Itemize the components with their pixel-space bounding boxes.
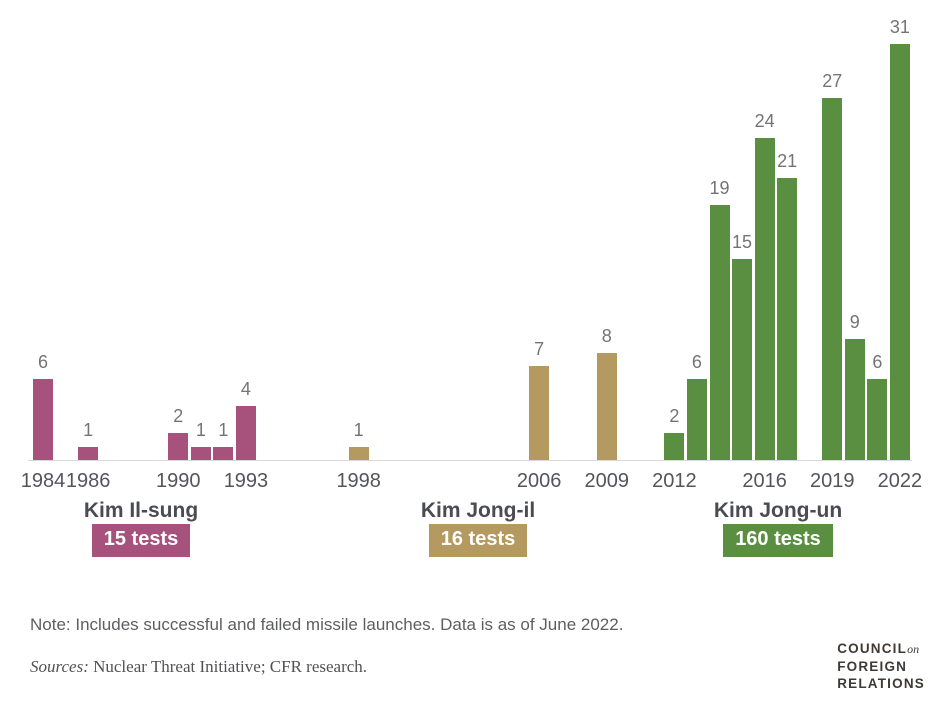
leader-label-1: Kim Il-sung bbox=[83, 499, 199, 522]
bar-value-label-2006: 7 bbox=[534, 339, 545, 360]
cfr-logo-line2: FOREIGN bbox=[837, 659, 908, 674]
sources-prefix: Sources: bbox=[30, 657, 89, 676]
cfr-logo: COUNCILon FOREIGN RELATIONS bbox=[837, 640, 925, 692]
tests-badge-3: 160 tests bbox=[723, 524, 833, 557]
bar-2021 bbox=[867, 379, 888, 460]
bar-value-label-2013: 6 bbox=[691, 352, 702, 373]
bar-1993 bbox=[235, 406, 256, 460]
bar-value-label-1992: 1 bbox=[218, 419, 229, 440]
bar-1986 bbox=[78, 446, 99, 460]
sources-text: Nuclear Threat Initiative; CFR research. bbox=[88, 657, 368, 676]
bar-value-label-2009: 8 bbox=[601, 325, 612, 346]
leader-label-3: Kim Jong-un bbox=[713, 499, 843, 522]
x-tick-label-2019: 2019 bbox=[810, 470, 855, 492]
bar-value-label-2014: 19 bbox=[709, 178, 730, 199]
tests-badge-1: 15 tests bbox=[91, 524, 191, 557]
chart-note: Note: Includes successful and failed mis… bbox=[30, 615, 624, 634]
bar-value-label-1984: 6 bbox=[37, 352, 48, 373]
x-tick-label-2022: 2022 bbox=[877, 470, 923, 492]
bar-value-label-2016: 24 bbox=[754, 110, 775, 131]
bar-2015 bbox=[732, 258, 753, 460]
bar-value-label-2015: 15 bbox=[732, 231, 753, 252]
bar-2013 bbox=[686, 379, 707, 460]
bar-value-label-2017: 21 bbox=[777, 151, 798, 172]
bar-value-label-1990: 2 bbox=[173, 406, 184, 427]
bar-2022 bbox=[889, 43, 910, 460]
bar-1992 bbox=[213, 446, 234, 460]
tests-badge-2: 16 tests bbox=[428, 524, 528, 557]
bar-value-label-1998: 1 bbox=[353, 419, 364, 440]
chart-sources: Sources: Nuclear Threat Initiative; CFR … bbox=[30, 656, 367, 678]
bar-chart: 6 1 2 1 1 4 Kim Il-sung 15 tests 1 7 8 Kim Jong-il 1… bbox=[20, 16, 923, 557]
bar-2012 bbox=[664, 433, 685, 460]
bar-value-label-2012: 2 bbox=[669, 406, 680, 427]
bar-value-label-2019: 27 bbox=[822, 70, 843, 91]
bar-1984 bbox=[33, 379, 53, 460]
bar-value-label-2021: 6 bbox=[872, 352, 883, 373]
cfr-logo-on-script: on bbox=[907, 642, 920, 656]
bar-2006 bbox=[529, 366, 550, 460]
bar-2016 bbox=[754, 137, 775, 460]
x-tick-label-1993: 1993 bbox=[223, 470, 269, 492]
bar-2014 bbox=[709, 205, 730, 460]
x-tick-label-2016: 2016 bbox=[742, 470, 787, 492]
bar-value-label-1993: 4 bbox=[240, 379, 251, 400]
leader-label-2: Kim Jong-il bbox=[420, 499, 536, 522]
x-tick-label-2009: 2009 bbox=[584, 470, 630, 492]
bar-1991 bbox=[190, 446, 211, 460]
bar-2017 bbox=[777, 178, 798, 460]
x-tick-label-1986: 1986 bbox=[65, 470, 111, 492]
bar-2009 bbox=[596, 352, 617, 460]
bar-value-label-2022: 31 bbox=[889, 16, 910, 37]
cfr-logo-line1: COUNCILon bbox=[837, 641, 920, 656]
bar-value-label-1991: 1 bbox=[195, 419, 206, 440]
bar-2019 bbox=[822, 97, 843, 460]
x-axis-line bbox=[28, 460, 912, 461]
x-tick-label-2006: 2006 bbox=[516, 470, 562, 492]
bar-2020 bbox=[844, 339, 865, 460]
x-tick-label-1990: 1990 bbox=[156, 470, 201, 492]
x-tick-label-1984: 1984 bbox=[20, 470, 66, 492]
bar-1998 bbox=[348, 446, 369, 460]
bar-1990 bbox=[168, 433, 189, 460]
x-tick-label-1998: 1998 bbox=[336, 470, 381, 492]
x-tick-label-2012: 2012 bbox=[652, 470, 697, 492]
cfr-logo-line3: RELATIONS bbox=[837, 676, 925, 691]
bar-value-label-2020: 9 bbox=[849, 312, 860, 333]
bar-value-label-1986: 1 bbox=[83, 419, 94, 440]
